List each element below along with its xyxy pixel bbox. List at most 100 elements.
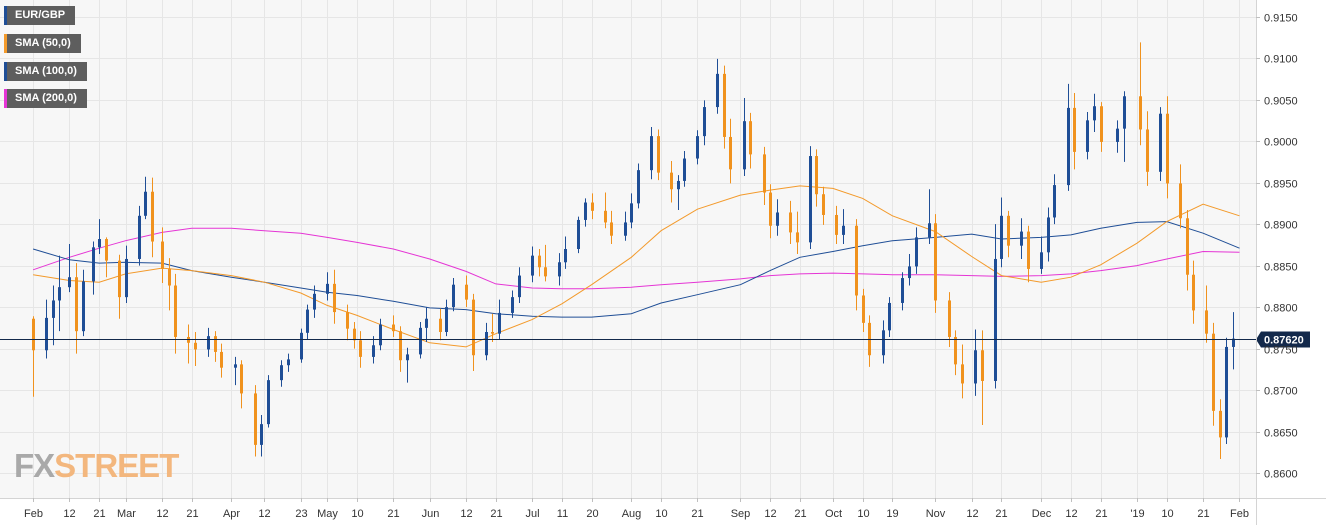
candle-body xyxy=(763,154,766,193)
candle-body xyxy=(399,331,402,361)
candle-bearish xyxy=(1186,209,1189,291)
candle-body xyxy=(372,345,375,357)
y-tick-label: 0.8650 xyxy=(1264,428,1298,440)
candle-body xyxy=(994,258,997,381)
candle-bearish xyxy=(333,269,336,324)
x-tick-label: 12 xyxy=(258,508,270,520)
candle-body xyxy=(558,262,561,277)
candle-bearish xyxy=(948,292,951,347)
candle-bullish xyxy=(677,175,680,210)
current-price-tag: 0.87620 xyxy=(1256,331,1310,348)
candle-bullish xyxy=(518,267,521,303)
candle-body xyxy=(353,328,356,341)
candle-body xyxy=(624,222,627,236)
legend-sma200: SMA (200,0) xyxy=(4,89,87,108)
legend-swatch-sma50 xyxy=(4,34,7,53)
candle-body xyxy=(538,255,541,268)
candle-body xyxy=(58,287,61,301)
candle-bullish xyxy=(485,322,488,361)
candle-body xyxy=(313,293,316,310)
legend-swatch-sma200 xyxy=(4,89,7,108)
y-tick-label: 0.9050 xyxy=(1264,96,1298,108)
candle-bullish xyxy=(1086,112,1089,160)
candle-body xyxy=(419,327,422,355)
sma-200-line xyxy=(32,227,1240,290)
candle-bearish xyxy=(254,385,257,457)
candle-body xyxy=(564,249,567,263)
x-tick-label: 23 xyxy=(295,508,307,520)
candle-body xyxy=(439,318,442,332)
candle-body xyxy=(577,219,580,249)
candle-bullish xyxy=(280,360,283,387)
candle-body xyxy=(981,350,984,381)
candle-bullish xyxy=(908,253,911,286)
x-tick-label: Jun xyxy=(422,508,440,520)
candle-body xyxy=(220,351,223,368)
candle-body xyxy=(392,324,395,332)
candle-body xyxy=(776,212,779,226)
y-tick-label: 0.9100 xyxy=(1264,54,1298,66)
x-tick-label: 10 xyxy=(857,508,869,520)
candle-body xyxy=(287,359,290,366)
candle-bullish xyxy=(425,307,428,342)
candle-bullish xyxy=(58,255,61,332)
candle-body xyxy=(1159,113,1162,172)
candle-body xyxy=(498,312,501,334)
candle-body xyxy=(974,350,977,384)
candle-bearish xyxy=(75,263,78,354)
candle-body xyxy=(637,170,640,204)
x-tick-label: 12 xyxy=(1065,508,1077,520)
candle-body xyxy=(610,222,613,236)
candle-body xyxy=(1212,333,1215,411)
candle-bullish xyxy=(287,353,290,372)
candle-body xyxy=(862,295,865,323)
candle-body xyxy=(815,156,818,195)
candle-bearish xyxy=(769,184,772,239)
candle-body xyxy=(822,194,825,215)
candle-body xyxy=(491,332,494,334)
candle-bearish xyxy=(1179,164,1182,229)
candle-bearish xyxy=(789,200,792,245)
candle-bearish xyxy=(346,304,349,341)
x-tick-label: 21 xyxy=(691,508,703,520)
legend-label-sma50: SMA (50,0) xyxy=(15,37,71,49)
candle-bearish xyxy=(168,258,171,311)
candle-body xyxy=(125,258,128,298)
candle-body xyxy=(92,247,95,282)
x-tick-label: Jul xyxy=(525,508,539,520)
candle-bearish xyxy=(118,254,121,319)
legend-swatch-eurgbp xyxy=(4,6,7,25)
candle-body xyxy=(445,307,448,332)
candle-bullish xyxy=(882,320,885,364)
candle-bearish xyxy=(240,360,243,409)
candle-body xyxy=(234,364,237,368)
candle-body xyxy=(703,107,706,137)
candle-bullish xyxy=(452,278,455,312)
candle-bullish xyxy=(498,299,501,340)
candle-body xyxy=(544,267,547,277)
candle-bullish xyxy=(703,100,706,146)
candle-bullish xyxy=(584,198,587,227)
y-tick-label: 0.8700 xyxy=(1264,386,1298,398)
candle-bullish xyxy=(1123,91,1126,162)
x-tick-label: 21 xyxy=(1197,508,1209,520)
candle-bullish xyxy=(564,236,567,269)
candle-bearish xyxy=(472,293,475,372)
current-price-label: 0.87620 xyxy=(1264,335,1304,347)
candle-body xyxy=(254,393,257,445)
candle-bullish xyxy=(743,97,746,176)
x-tick-label: 19 xyxy=(886,508,898,520)
candle-bullish xyxy=(1067,83,1070,191)
candle-body xyxy=(151,191,154,242)
candle-body xyxy=(961,364,964,384)
candle-body xyxy=(677,180,680,190)
candle-body xyxy=(716,73,719,108)
candle-body xyxy=(194,342,197,350)
candle-body xyxy=(1040,252,1043,269)
candle-bullish xyxy=(1093,93,1096,132)
candle-bearish xyxy=(544,244,547,282)
candle-bullish xyxy=(1000,197,1003,268)
candle-bullish xyxy=(511,290,514,318)
candle-body xyxy=(1116,128,1119,142)
candle-bearish xyxy=(538,249,541,277)
